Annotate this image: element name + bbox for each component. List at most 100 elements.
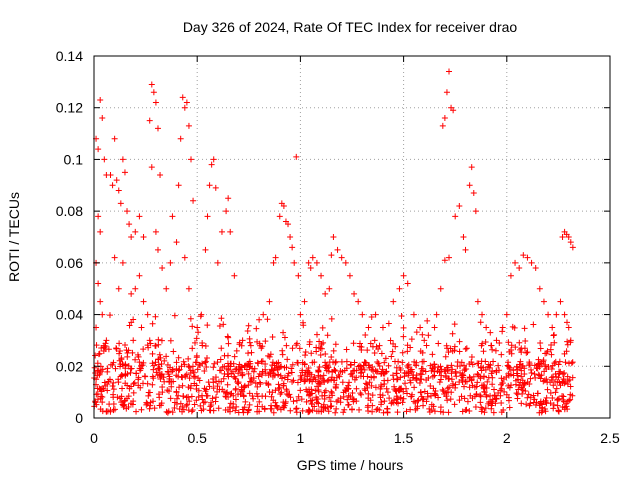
data-point-cluster [304, 373, 311, 380]
data-point-cluster [459, 408, 466, 415]
data-point [163, 285, 170, 292]
data-point [540, 298, 547, 305]
data-point-cluster [423, 376, 430, 383]
data-point-cluster [365, 395, 372, 402]
data-point [295, 272, 302, 279]
data-point-cluster [110, 401, 117, 408]
data-point-cluster [167, 395, 174, 402]
data-point-cluster [215, 405, 222, 412]
data-point-cluster [349, 389, 356, 396]
data-point [173, 239, 180, 246]
data-point-cluster [462, 366, 469, 373]
data-point [146, 117, 153, 124]
data-point-cluster [383, 385, 390, 392]
data-point-cluster [419, 331, 426, 338]
data-point-cluster [142, 373, 149, 380]
data-point-cluster [306, 407, 313, 414]
data-point-cluster [437, 376, 444, 383]
data-point-cluster [158, 337, 165, 344]
data-point-cluster [522, 387, 529, 394]
data-point [138, 324, 145, 331]
data-point [194, 324, 201, 331]
data-point-cluster [258, 358, 265, 365]
data-point-cluster [384, 389, 391, 396]
data-point-cluster [128, 319, 135, 326]
data-point-cluster [432, 391, 439, 398]
data-point-cluster [187, 367, 194, 374]
data-point-cluster [210, 364, 217, 371]
data-point-cluster [552, 389, 559, 396]
data-point [446, 68, 453, 75]
data-point-cluster [134, 351, 141, 358]
data-point [456, 202, 463, 209]
data-point-cluster [233, 403, 240, 410]
data-point-cluster [404, 348, 411, 355]
data-point [371, 337, 378, 344]
data-point-cluster [566, 376, 573, 383]
data-point-cluster [281, 364, 288, 371]
data-point-cluster [254, 359, 261, 366]
data-point-cluster [150, 398, 157, 405]
data-point [433, 311, 440, 318]
data-point-cluster [182, 372, 189, 379]
data-point-cluster [340, 389, 347, 396]
data-point-cluster [227, 400, 234, 407]
data-point-cluster [123, 347, 130, 354]
data-point-cluster [417, 370, 424, 377]
data-point-cluster [505, 363, 512, 370]
data-point-cluster [204, 322, 211, 329]
data-point-cluster [468, 353, 475, 360]
data-point-cluster [534, 390, 541, 397]
data-point-cluster [214, 359, 221, 366]
data-point-cluster [412, 399, 419, 406]
data-point-cluster [477, 364, 484, 371]
data-point-cluster [323, 362, 330, 369]
data-point-cluster [327, 403, 334, 410]
data-point-cluster [446, 375, 453, 382]
data-point-cluster [179, 382, 186, 389]
data-point-cluster [197, 362, 204, 369]
data-point-cluster [379, 366, 386, 373]
data-point-cluster [550, 382, 557, 389]
data-point-cluster [394, 409, 401, 416]
data-point-cluster [397, 366, 404, 373]
data-point-cluster [157, 376, 164, 383]
data-point-cluster [275, 381, 282, 388]
data-point-cluster [404, 363, 411, 370]
data-point-cluster [472, 403, 479, 410]
data-point [103, 337, 110, 344]
data-point-cluster [399, 349, 406, 356]
data-point-cluster [385, 362, 392, 369]
data-point-cluster [527, 366, 534, 373]
data-point [128, 234, 135, 240]
data-point-cluster [99, 399, 106, 406]
data-point [452, 213, 459, 220]
data-point-cluster [536, 363, 543, 370]
data-point-cluster [152, 342, 159, 349]
data-point-cluster [255, 373, 262, 380]
data-point-cluster [345, 392, 352, 399]
data-point-cluster [309, 397, 316, 404]
data-point-cluster [268, 393, 275, 400]
data-point-cluster [510, 372, 517, 379]
data-point-cluster [185, 355, 192, 362]
data-point-cluster [202, 342, 209, 349]
data-point-cluster [446, 384, 453, 391]
data-point-cluster [393, 370, 400, 377]
data-point [140, 298, 147, 305]
data-point-cluster [495, 362, 502, 369]
data-point-cluster [173, 372, 180, 379]
data-point-cluster [523, 349, 530, 356]
data-point-cluster [145, 344, 152, 351]
data-point-cluster [537, 339, 544, 346]
data-point-cluster [143, 401, 150, 408]
data-point-cluster [564, 341, 571, 348]
data-point-cluster [550, 405, 557, 412]
data-point [441, 257, 448, 264]
data-point-cluster [356, 343, 363, 350]
data-point-cluster [448, 376, 455, 383]
data-point-cluster [293, 342, 300, 349]
data-point-cluster [159, 384, 166, 391]
data-point-cluster [413, 377, 420, 384]
